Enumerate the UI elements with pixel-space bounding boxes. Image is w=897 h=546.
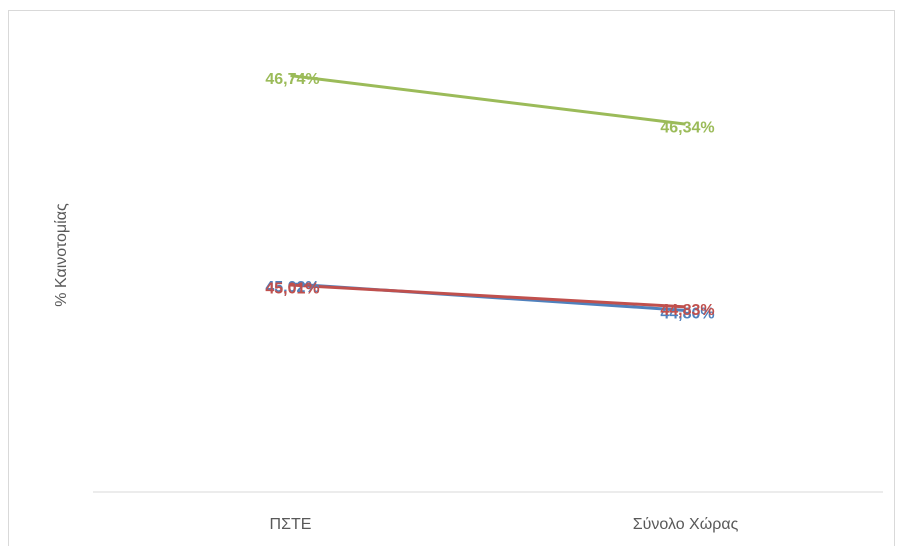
series-line	[290, 283, 686, 309]
data-label: 45,01%	[265, 280, 319, 297]
data-label: 44,80%	[660, 306, 714, 323]
data-label: 44,83%	[660, 302, 714, 319]
data-label: 46,74%	[265, 71, 319, 88]
y-axis-title: % Καινοτομίας	[53, 203, 70, 307]
data-label: 46,34%	[660, 119, 714, 136]
series-line	[290, 74, 686, 126]
data-label: 45,02%	[265, 279, 319, 296]
x-tick-label: ΠΣΤΕ	[270, 516, 312, 533]
chart-frame	[8, 10, 895, 546]
x-tick-label: Σύνολο Χώρας	[633, 516, 739, 533]
